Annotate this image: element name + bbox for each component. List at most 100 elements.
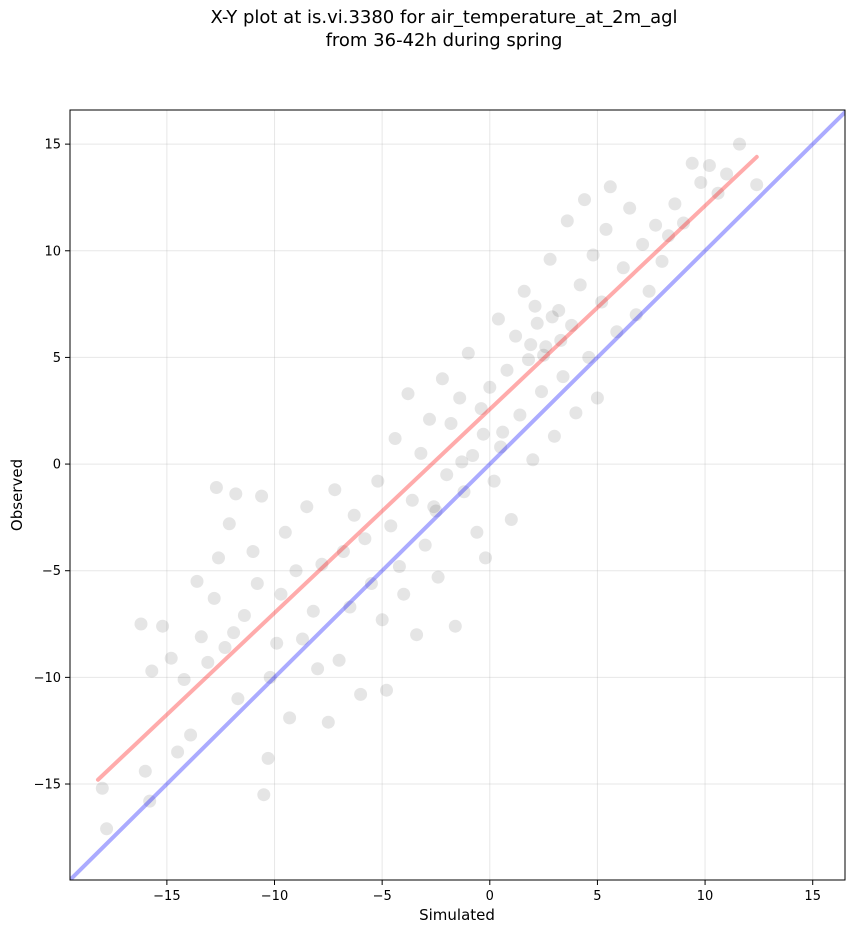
scatter-point <box>343 600 357 614</box>
scatter-point <box>629 308 643 322</box>
scatter-point <box>440 468 454 482</box>
reference-lines <box>70 110 845 880</box>
scatter-point <box>414 446 428 460</box>
scatter-point <box>496 425 510 439</box>
scatter-point <box>384 519 398 533</box>
scatter-point <box>311 662 325 676</box>
scatter-point <box>194 630 208 644</box>
scatter-point <box>364 577 378 590</box>
scatter-point <box>457 485 471 499</box>
scatter-point <box>595 295 609 309</box>
scatter-point <box>524 338 538 352</box>
scatter-point <box>257 788 271 802</box>
scatter-point <box>537 348 551 362</box>
scatter-point <box>487 474 501 488</box>
scatter-point <box>545 310 559 324</box>
scatter-point <box>143 794 157 808</box>
chart-title-line-1: X-Y plot at is.vi.3380 for air_temperatu… <box>210 7 678 28</box>
scatter-point <box>569 406 583 420</box>
y-tick-label: −10 <box>34 671 61 686</box>
scatter-point <box>582 350 596 364</box>
x-tick-label: −5 <box>373 889 392 904</box>
scatter-point <box>145 664 159 678</box>
scatter-point <box>711 186 725 200</box>
y-axis-label: Observed <box>8 459 26 531</box>
scatter-point <box>494 440 508 454</box>
scatter-point <box>209 481 223 494</box>
scatter-point <box>470 525 484 539</box>
scatter-point <box>662 229 675 243</box>
scatter-point <box>156 619 170 633</box>
scatter-point <box>530 316 544 330</box>
scatter-point <box>429 504 443 518</box>
scatter-point <box>578 193 591 207</box>
scatter-point <box>479 551 492 565</box>
y-tick-label: −5 <box>42 564 61 579</box>
scatter-point <box>655 254 669 268</box>
scatter-point <box>321 715 335 729</box>
scatter-point <box>528 299 542 313</box>
scatter-point <box>138 764 152 778</box>
scatter-point <box>444 417 458 430</box>
scatter-point <box>263 670 277 684</box>
x-tick-label: 5 <box>593 889 601 904</box>
scatter-point <box>636 237 650 251</box>
chart-title: X-Y plot at is.vi.3380 for air_temperatu… <box>0 6 854 52</box>
scatter-point <box>207 591 221 605</box>
scatter-point <box>246 545 260 558</box>
scatter-point <box>171 745 185 759</box>
scatter-point <box>509 329 523 343</box>
scatter-point <box>685 156 699 170</box>
scatter-point <box>694 176 708 189</box>
scatter-point <box>677 216 690 230</box>
scatter-point <box>255 489 269 503</box>
scatter-point <box>212 551 225 565</box>
scatter-point <box>328 483 342 497</box>
scatter-point <box>274 587 288 601</box>
scatter-point <box>453 391 467 405</box>
scatter-point <box>476 427 490 441</box>
y-tick-label: 5 <box>53 351 61 366</box>
scatter-point <box>720 167 734 181</box>
scatter-point <box>560 214 574 228</box>
scatter-point <box>610 325 624 339</box>
scatter-point <box>184 728 198 742</box>
scatter-point <box>300 500 314 514</box>
scatter-point <box>526 453 540 467</box>
scatter-point <box>455 455 469 469</box>
scatter-point <box>250 577 264 590</box>
scatter-point <box>261 751 275 765</box>
scatter-point <box>95 781 109 795</box>
scatter-point <box>702 159 716 172</box>
scatter-point <box>397 587 411 601</box>
plot-area-frame <box>69 109 846 881</box>
scatter-point <box>590 391 604 405</box>
identity-line <box>70 110 845 880</box>
scatter-point <box>392 560 406 573</box>
scatter-point <box>289 564 303 578</box>
scatter-point <box>448 619 462 633</box>
scatter-point <box>427 500 441 514</box>
x-axis-label: Simulated <box>419 906 495 924</box>
scatter-point <box>599 222 613 236</box>
scatter-point <box>547 429 561 443</box>
chart-title-line-2: from 36-42h during spring <box>325 30 563 51</box>
scatter-point <box>423 412 436 426</box>
scatter-point <box>750 178 764 192</box>
scatter-point <box>375 613 389 627</box>
scatter-points <box>95 137 764 836</box>
scatter-point <box>315 557 329 571</box>
scatter-point <box>491 312 505 326</box>
scatter-point <box>552 304 566 317</box>
scatter-point <box>522 353 535 367</box>
y-tick-label: 15 <box>44 138 61 153</box>
scatter-point <box>201 655 215 669</box>
scatter-point <box>100 822 114 836</box>
scatter-point <box>371 474 385 488</box>
y-tick-label: −15 <box>34 778 61 793</box>
scatter-point <box>278 525 292 539</box>
scatter-point <box>229 487 243 501</box>
y-tick-label: 0 <box>53 458 61 473</box>
scatter-point <box>554 333 568 347</box>
scatter-point <box>164 651 178 665</box>
